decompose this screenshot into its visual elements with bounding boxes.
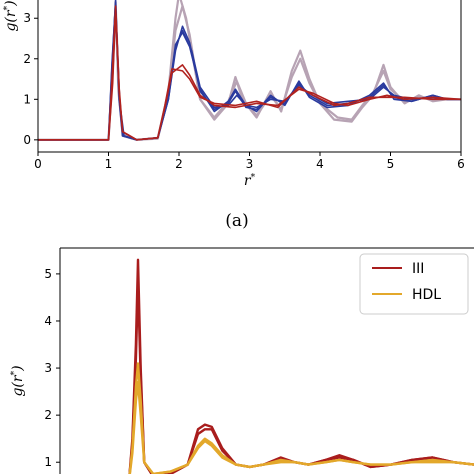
panel-b-series-group bbox=[128, 258, 474, 474]
panel-b: 1 2 3 4 5 g(r*) III HDL bbox=[10, 247, 474, 474]
panel-a-xtick-label: 0 bbox=[34, 157, 42, 171]
panel-b-series-line-hdl bbox=[128, 381, 474, 474]
panel-a-ylabel: g(r*) bbox=[3, 0, 19, 31]
panel-b-series-line-hdl bbox=[128, 362, 474, 474]
panel-b-ylabel: g(r*) bbox=[10, 365, 26, 396]
panel-a-xlabel: r* bbox=[244, 173, 256, 189]
panel-b-ytick-label: 1 bbox=[44, 455, 52, 469]
panel-a-xtick-label: 4 bbox=[316, 157, 324, 171]
panel-a-ytick-label: 1 bbox=[23, 92, 31, 106]
panel-a-xtick-label: 3 bbox=[246, 157, 254, 171]
panel-a-ytick-label: 3 bbox=[23, 11, 31, 25]
panel-a-series-group bbox=[38, 0, 461, 141]
panel-a-xtick-label: 5 bbox=[387, 157, 395, 171]
panel-a-axes: 0 1 2 3 4 5 6 0 1 2 3 bbox=[23, 0, 465, 171]
panel-a-series-line-blue bbox=[38, 0, 461, 141]
panel-a-series-line-mauve bbox=[38, 0, 461, 141]
panel-a-ytick-label: 2 bbox=[23, 52, 31, 66]
panel-a-series-line-red bbox=[38, 5, 461, 141]
panel-a: 0 1 2 3 4 5 6 0 1 2 3 g(r*) r* (a) bbox=[3, 0, 465, 231]
panel-b-ytick-label: 4 bbox=[44, 314, 52, 328]
legend-label-iii: III bbox=[412, 261, 424, 277]
panel-b-legend: III HDL bbox=[359, 253, 469, 315]
panel-a-series-line-red bbox=[38, 9, 461, 141]
panel-a-xtick-label: 6 bbox=[457, 157, 465, 171]
panel-b-ytick-label: 2 bbox=[44, 408, 52, 422]
panel-b-ytick-label: 5 bbox=[44, 267, 52, 281]
panel-b-axes: 1 2 3 4 5 bbox=[44, 247, 474, 474]
panel-a-xtick-label: 1 bbox=[105, 157, 113, 171]
panel-b-ytick-label: 3 bbox=[44, 361, 52, 375]
panel-a-xtick-label: 2 bbox=[175, 157, 183, 171]
panel-a-series-line-blue bbox=[38, 1, 461, 141]
panel-a-caption: (a) bbox=[225, 211, 248, 231]
panel-a-ytick-label: 0 bbox=[23, 133, 31, 147]
panel-a-series-line-blue bbox=[38, 5, 461, 141]
legend-label-hdl: HDL bbox=[412, 287, 441, 303]
panel-a-frame bbox=[37, 0, 462, 153]
panel-a-series-line-mauve bbox=[38, 0, 461, 141]
